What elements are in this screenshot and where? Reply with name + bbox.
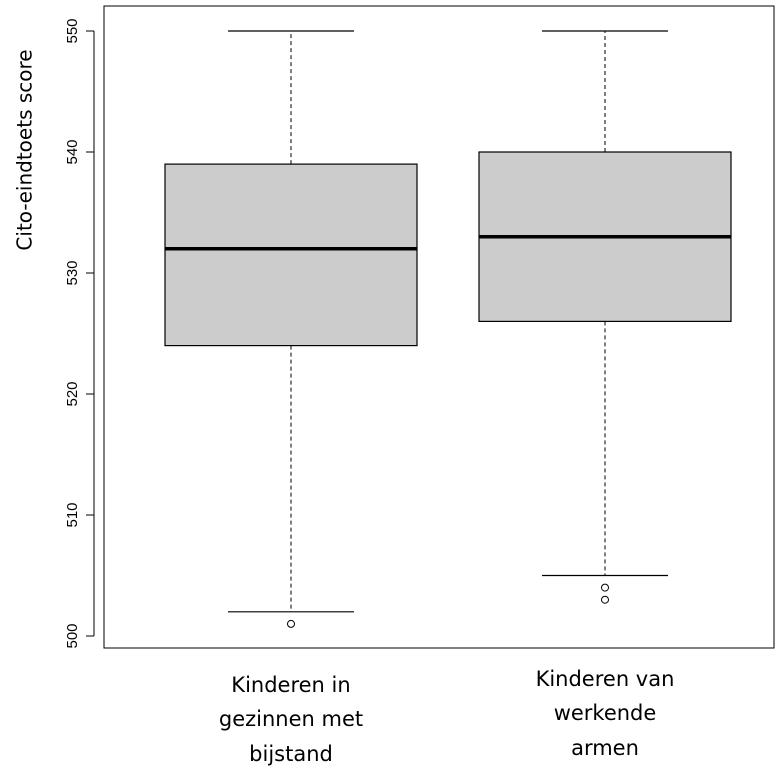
box-group	[164, 30, 418, 628]
x-category-label: armen	[571, 736, 639, 760]
y-tick-label: 550	[64, 18, 81, 43]
y-tick-label: 530	[64, 260, 81, 285]
x-axis-labels: Kinderen in gezinnen met bijstand Kinderen …	[219, 667, 675, 766]
boxes-layer	[164, 30, 732, 628]
y-tick-label: 520	[64, 381, 81, 406]
x-category-label: werkende	[554, 701, 657, 725]
y-tick-label: 540	[64, 139, 81, 164]
y-tick-label: 510	[64, 502, 81, 527]
iqr-box	[164, 163, 418, 347]
outlier-point	[601, 583, 609, 592]
plot-frame	[103, 5, 775, 649]
y-tick-label: 500	[64, 623, 81, 648]
outlier-point	[601, 595, 609, 604]
x-category-label: bijstand	[249, 742, 333, 766]
x-category-label: gezinnen met	[219, 707, 363, 731]
x-category-label: Kinderen van	[536, 667, 675, 691]
x-category-label: Kinderen in	[231, 673, 350, 697]
outlier-point	[287, 619, 295, 628]
y-axis-title: Cito-eindtoets score	[13, 49, 37, 250]
box-group	[478, 30, 732, 604]
y-axis: 500 510 520 530 540 550	[64, 18, 95, 649]
